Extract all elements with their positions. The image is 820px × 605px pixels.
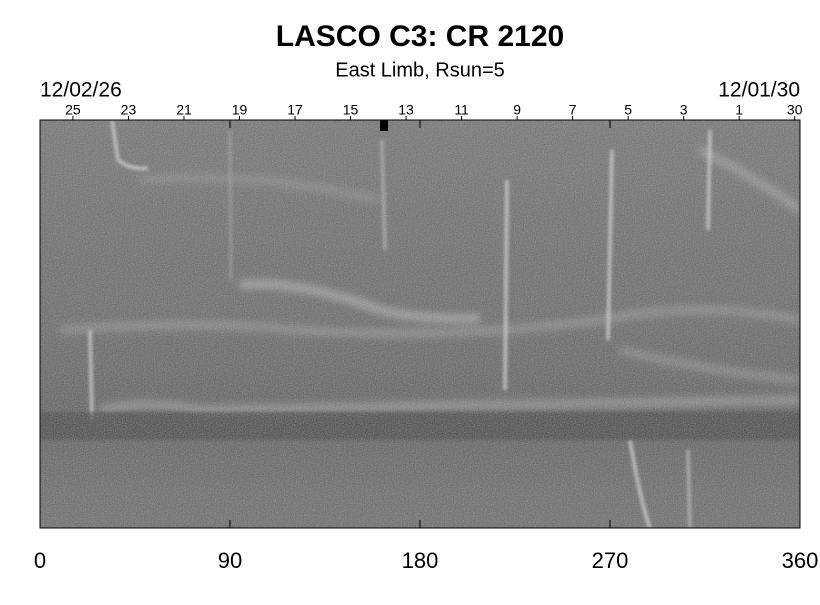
- day-tick-label: 11: [454, 102, 469, 118]
- end-date: 12/01/30: [718, 79, 800, 102]
- chart-subtitle: East Limb, Rsun=5: [335, 59, 505, 81]
- x-tick-label: 270: [592, 548, 629, 573]
- x-tick-label: 0: [34, 548, 46, 573]
- day-tick-label: 7: [569, 102, 577, 118]
- x-tick-label: 180: [402, 548, 439, 573]
- day-tick-label: 9: [513, 102, 521, 118]
- day-tick-label: 19: [232, 102, 248, 118]
- day-tick-label: 3: [680, 102, 688, 118]
- day-tick-label: 30: [787, 102, 803, 118]
- day-tick-label: 23: [121, 102, 137, 118]
- day-tick-label: 15: [343, 102, 359, 118]
- start-date: 12/02/26: [40, 79, 122, 102]
- x-tick-label: 90: [218, 548, 242, 573]
- x-tick-label: 360: [782, 548, 819, 573]
- day-tick-label: 21: [176, 102, 192, 118]
- day-tick-label: 25: [65, 102, 81, 118]
- day-tick-label: 17: [287, 102, 303, 118]
- day-tick-label: 13: [398, 102, 414, 118]
- chart-title: LASCO C3: CR 2120: [276, 20, 564, 53]
- day-tick-label: 5: [624, 102, 632, 118]
- synoptic-image: [40, 120, 800, 528]
- day-tick-label: 1: [735, 102, 743, 118]
